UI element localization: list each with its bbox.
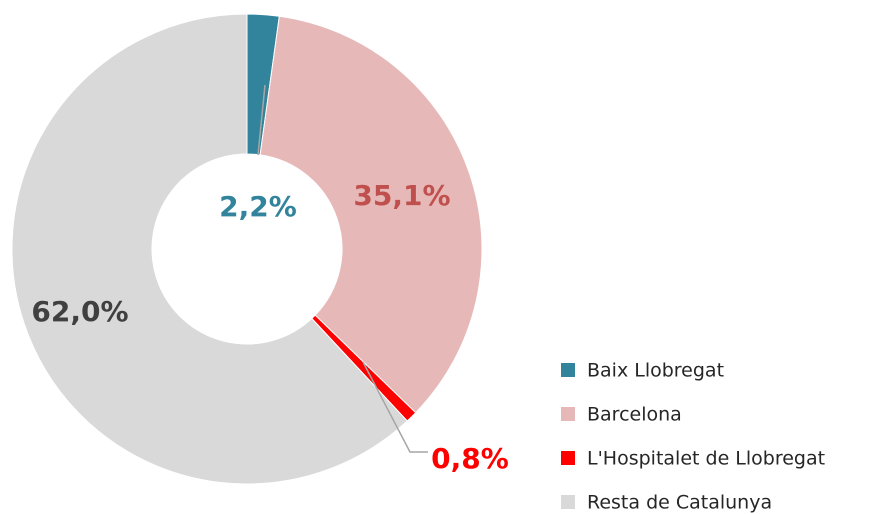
value-label: 0,8% — [431, 442, 509, 475]
slice — [11, 13, 408, 485]
legend-swatch — [561, 407, 575, 421]
value-label: 62,0% — [31, 295, 128, 328]
legend-label: Barcelona — [587, 404, 682, 426]
legend-label: L'Hospitalet de Llobregat — [587, 448, 825, 470]
legend-swatch — [561, 495, 575, 509]
legend-label: Resta de Catalunya — [587, 492, 772, 514]
legend-swatch — [561, 363, 575, 377]
leader-line — [257, 84, 266, 156]
legend-swatch — [561, 451, 575, 465]
leader-line — [362, 361, 428, 453]
slice — [259, 15, 483, 414]
value-label: 35,1% — [353, 179, 450, 212]
legend-label: Baix Llobregat — [587, 360, 724, 382]
value-label: 2,2% — [219, 190, 297, 223]
